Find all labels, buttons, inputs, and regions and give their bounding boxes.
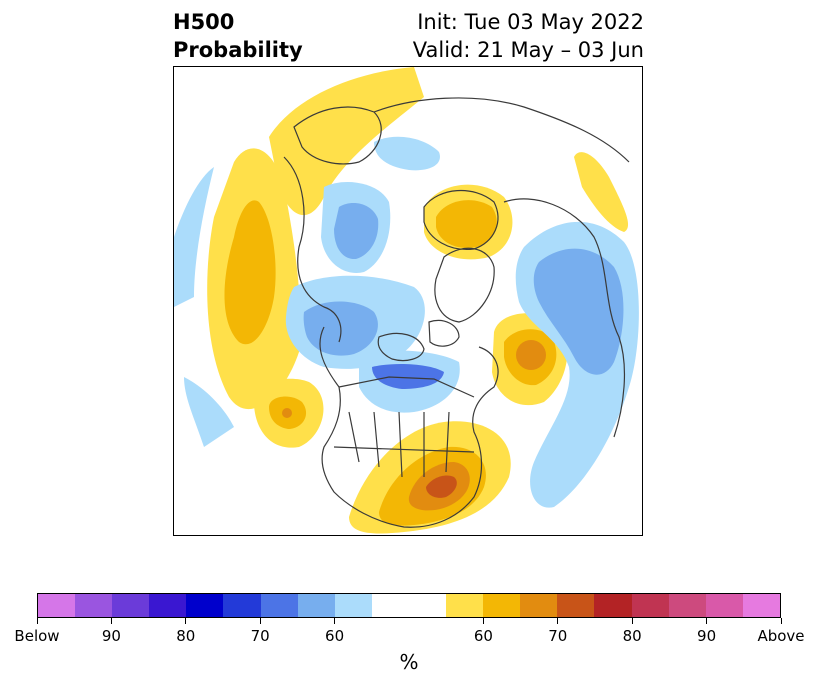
colorbar-tick-label: Above <box>757 627 805 645</box>
colorbar-segment-above-6 <box>668 594 706 617</box>
title-line-1: H500 <box>173 10 235 34</box>
colorbar-tick <box>36 618 38 624</box>
colorbar-tick-label: 80 <box>176 627 196 645</box>
colorbar-tick-label: 90 <box>101 627 121 645</box>
colorbar-segment-above-5 <box>631 594 669 617</box>
anomaly-below-pacific-south <box>184 377 234 447</box>
anomaly-below-scandinavia-medium <box>334 203 379 260</box>
colorbar-tick-label: 70 <box>250 627 270 645</box>
anomaly-below-eastasia-medium <box>533 248 624 375</box>
colorbar-segment-above-0 <box>446 594 484 617</box>
anomaly-above-pacific-medium <box>224 200 276 345</box>
colorbar-tick <box>706 618 708 624</box>
anomaly-below-hudson-strong <box>372 364 444 389</box>
coastline-layer <box>283 97 630 528</box>
colorbar-tick-label: 60 <box>473 627 493 645</box>
chart-title: H500 Probability <box>173 8 303 64</box>
anomaly-above-europe-medium <box>436 200 497 248</box>
anomaly-above-subtropical-core <box>282 408 292 418</box>
anomaly-above-eastus-core <box>426 475 457 498</box>
anomaly-above-eastasia-light <box>574 152 629 232</box>
colorbar-segment-below-6 <box>260 594 298 617</box>
anomaly-above-atlantic-core <box>516 340 546 370</box>
colorbar-segment-above-1 <box>483 594 521 617</box>
colorbar-segment-below-0 <box>38 594 76 617</box>
map-canvas <box>174 67 642 535</box>
anomaly-below-russia-light <box>374 136 440 171</box>
colorbar-tick <box>482 618 484 624</box>
colorbar-tick-label: 60 <box>325 627 345 645</box>
colorbar-segment-below-1 <box>75 594 113 617</box>
valid-range-label: Valid: 21 May – 03 Jun <box>412 38 644 62</box>
probability-map <box>173 66 643 536</box>
colorbar-segment-above-3 <box>557 594 595 617</box>
colorbar-segment-below-8 <box>334 594 372 617</box>
colorbar-segment-below-4 <box>186 594 224 617</box>
colorbar-segment-above-4 <box>594 594 632 617</box>
colorbar-segment-below-7 <box>297 594 335 617</box>
date-info: Init: Tue 03 May 2022 Valid: 21 May – 03… <box>413 8 644 64</box>
colorbar-tick <box>780 618 782 624</box>
colorbar-tick <box>334 618 336 624</box>
colorbar-segment-above-7 <box>705 594 743 617</box>
colorbar-tick-label: 90 <box>697 627 717 645</box>
colorbar-tick <box>631 618 633 624</box>
colorbar-segment-below-5 <box>223 594 261 617</box>
anomaly-below-pacific-edge <box>174 167 214 307</box>
colorbar-segment-above-8 <box>742 594 780 617</box>
colorbar-unit-label: % <box>399 650 419 674</box>
colorbar-tick <box>259 618 261 624</box>
colorbar-tick-label: 70 <box>548 627 568 645</box>
colorbar-tick-label: 80 <box>622 627 642 645</box>
colorbar-segment-below-2 <box>112 594 150 617</box>
colorbar-tick <box>185 618 187 624</box>
colorbar-tick-label: Below <box>14 627 60 645</box>
colorbar-segment-neutral <box>371 594 447 617</box>
colorbar <box>37 593 781 618</box>
colorbar-tick <box>557 618 559 624</box>
anomaly-above-northwest-light <box>269 67 424 216</box>
colorbar-tick <box>110 618 112 624</box>
colorbar-segment-above-2 <box>520 594 558 617</box>
title-line-2: Probability <box>173 38 303 62</box>
colorbar-segment-below-3 <box>149 594 187 617</box>
init-date-label: Init: Tue 03 May 2022 <box>417 10 644 34</box>
